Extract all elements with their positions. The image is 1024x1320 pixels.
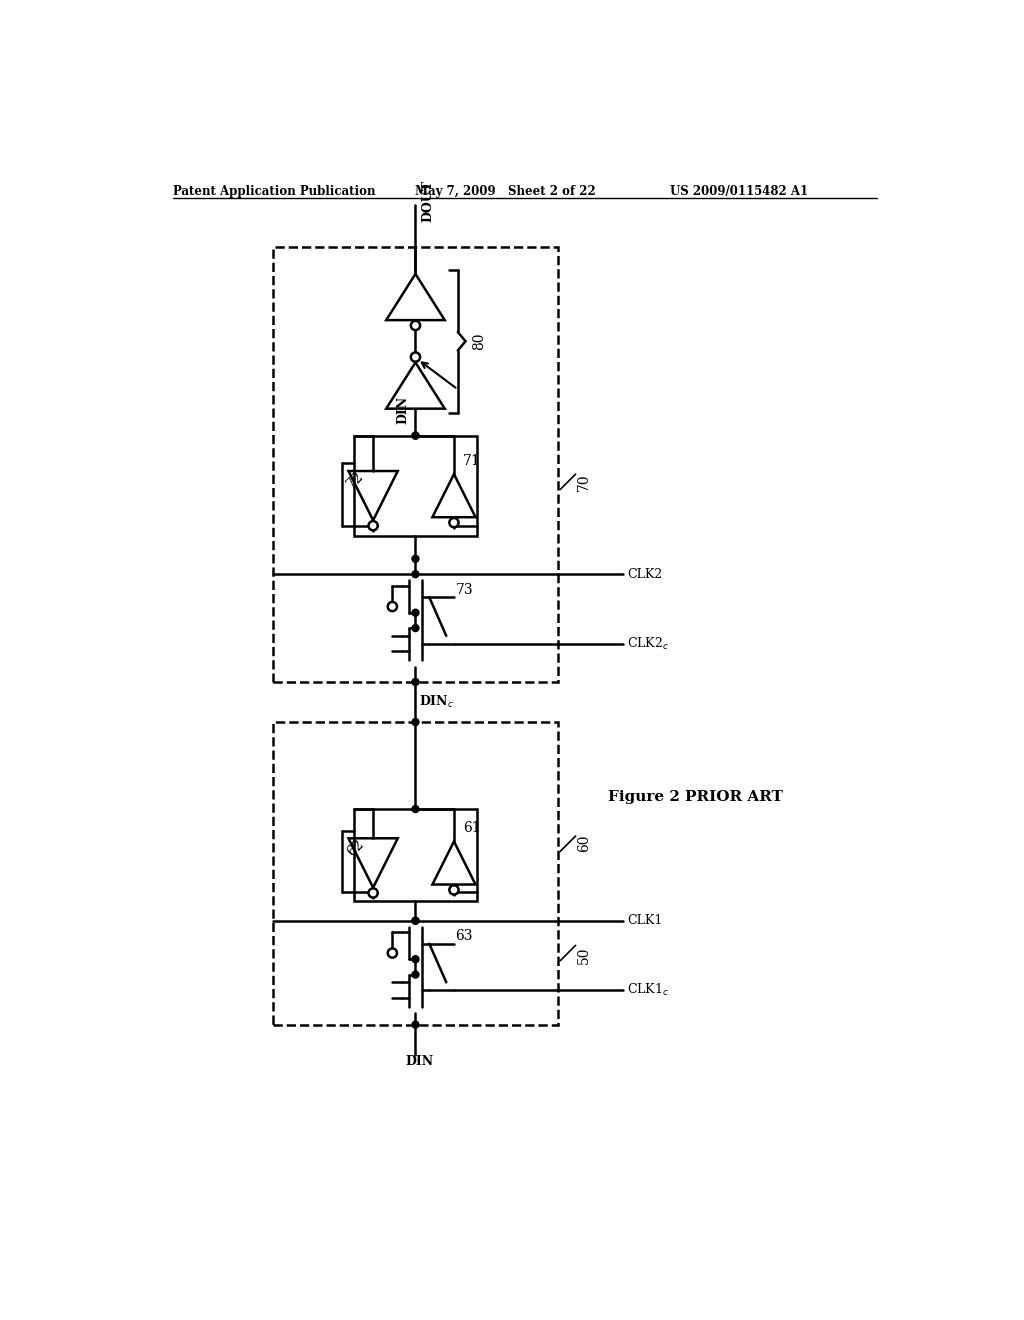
Circle shape bbox=[412, 917, 419, 924]
Circle shape bbox=[412, 956, 419, 962]
Text: 50: 50 bbox=[578, 946, 591, 964]
Text: DOUT: DOUT bbox=[422, 180, 434, 222]
Circle shape bbox=[388, 602, 397, 611]
Text: DIN$_c$: DIN$_c$ bbox=[419, 694, 455, 710]
Text: 72: 72 bbox=[344, 469, 367, 491]
Circle shape bbox=[450, 517, 459, 527]
Bar bbox=[354, 436, 477, 536]
Circle shape bbox=[411, 352, 420, 362]
Circle shape bbox=[412, 972, 419, 978]
Text: 71: 71 bbox=[463, 454, 481, 469]
Text: 80: 80 bbox=[472, 333, 485, 350]
Circle shape bbox=[412, 570, 419, 578]
Text: 73: 73 bbox=[456, 582, 473, 597]
Circle shape bbox=[411, 321, 420, 330]
Circle shape bbox=[412, 556, 419, 562]
Text: 62: 62 bbox=[344, 837, 367, 859]
Circle shape bbox=[412, 917, 419, 924]
Circle shape bbox=[412, 432, 419, 440]
Circle shape bbox=[369, 888, 378, 898]
Text: Figure 2: Figure 2 bbox=[608, 789, 680, 804]
Text: CLK2$_c$: CLK2$_c$ bbox=[628, 635, 669, 652]
Text: DIN: DIN bbox=[396, 396, 410, 424]
Circle shape bbox=[412, 805, 419, 813]
Text: CLK2: CLK2 bbox=[628, 568, 663, 581]
Text: CLK1$_c$: CLK1$_c$ bbox=[628, 982, 669, 998]
Circle shape bbox=[412, 624, 419, 631]
Circle shape bbox=[369, 521, 378, 531]
Text: CLK1: CLK1 bbox=[628, 915, 663, 927]
Circle shape bbox=[412, 678, 419, 685]
Bar bbox=[354, 809, 477, 902]
Circle shape bbox=[412, 432, 419, 440]
Text: 61: 61 bbox=[463, 821, 481, 836]
Circle shape bbox=[450, 886, 459, 895]
Text: 63: 63 bbox=[456, 929, 473, 942]
Text: 60: 60 bbox=[578, 836, 591, 853]
Bar bbox=[273, 247, 558, 682]
Text: May 7, 2009   Sheet 2 of 22: May 7, 2009 Sheet 2 of 22 bbox=[416, 185, 596, 198]
Circle shape bbox=[412, 1022, 419, 1028]
Text: US 2009/0115482 A1: US 2009/0115482 A1 bbox=[670, 185, 808, 198]
Circle shape bbox=[388, 949, 397, 958]
Circle shape bbox=[412, 610, 419, 616]
Bar bbox=[273, 722, 558, 1024]
Text: PRIOR ART: PRIOR ART bbox=[685, 789, 782, 804]
Text: 70: 70 bbox=[578, 473, 591, 491]
Circle shape bbox=[412, 718, 419, 726]
Text: Patent Application Publication: Patent Application Publication bbox=[173, 185, 376, 198]
Text: DIN: DIN bbox=[406, 1056, 433, 1068]
